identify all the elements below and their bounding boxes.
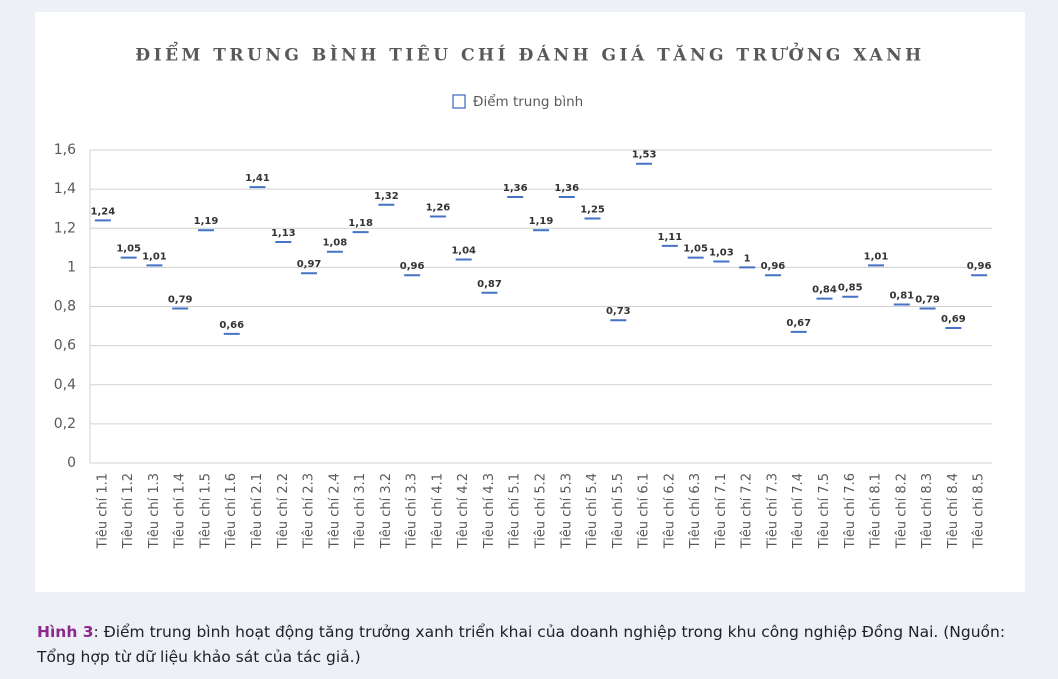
x-tick-label: Tiêu chí 8.3 [920, 473, 935, 549]
x-tick-label: Tiêu chí 3.3 [405, 473, 420, 549]
data-label: 0,67 [786, 318, 811, 329]
data-label: 1,32 [374, 191, 399, 202]
data-label: 1,53 [632, 150, 657, 161]
data-label: 0,81 [889, 291, 914, 302]
data-label: 0,97 [297, 259, 322, 270]
x-tick-label: Tiêu chí 4.1 [430, 473, 445, 549]
data-label: 1,26 [426, 203, 451, 214]
x-tick-label: Tiêu chí 7.3 [765, 473, 780, 549]
x-tick-label: Tiêu chí 8.1 [869, 473, 884, 549]
data-label: 0,87 [477, 279, 502, 290]
x-tick-label: Tiêu chí 1.1 [95, 473, 110, 549]
x-tick-label: Tiêu chí 1.2 [121, 473, 136, 549]
x-tick-label: Tiêu chí 2.1 [250, 473, 265, 549]
data-label: 0,79 [168, 294, 193, 305]
y-tick-label: 0,4 [54, 377, 76, 393]
data-label: 1,11 [658, 232, 683, 243]
data-label: 0,96 [400, 261, 425, 272]
data-label: 1,41 [245, 173, 270, 184]
x-tick-label: Tiêu chí 1.3 [147, 473, 162, 549]
x-tick-label: Tiêu chí 7.1 [714, 473, 729, 549]
data-label: 1,36 [554, 183, 579, 194]
data-label: 0,84 [812, 285, 837, 296]
data-label: 1 [744, 253, 751, 264]
chart: ĐIỂM TRUNG BÌNH TIÊU CHÍ ĐÁNH GIÁ TĂNG T… [35, 12, 1025, 592]
x-tick-label: Tiêu chí 6.3 [688, 473, 703, 549]
x-tick-label: Tiêu chí 5.4 [585, 473, 600, 549]
x-tick-label: Tiêu chí 4.2 [456, 473, 471, 549]
x-tick-label: Tiêu chí 6.1 [637, 473, 652, 549]
x-tick-label: Tiêu chí 7.4 [791, 473, 806, 549]
x-tick-label: Tiêu chí 5.5 [611, 473, 626, 549]
x-tick-label: Tiêu chí 6.2 [662, 473, 677, 549]
x-tick-label: Tiêu chí 2.2 [276, 473, 291, 549]
x-tick-label: Tiêu chí 1.6 [224, 473, 239, 549]
data-label: 1,13 [271, 228, 296, 239]
chart-title: ĐIỂM TRUNG BÌNH TIÊU CHÍ ĐÁNH GIÁ TĂNG T… [135, 41, 924, 66]
data-label: 1,01 [864, 251, 889, 262]
legend-swatch [452, 94, 466, 109]
y-tick-label: 0,2 [54, 416, 76, 432]
x-tick-label: Tiêu chí 2.3 [302, 473, 317, 549]
data-label: 1,18 [348, 218, 373, 229]
legend-label: Điểm trung bình [473, 93, 583, 110]
x-tick-label: Tiêu chí 5.2 [534, 473, 549, 549]
y-tick-label: 1,6 [54, 142, 76, 158]
caption-text: : Điểm trung bình hoạt động tăng trưởng … [37, 623, 1006, 666]
x-tick-label: Tiêu chí 2.4 [327, 473, 342, 549]
x-tick-label: Tiêu chí 1.5 [198, 473, 213, 549]
data-label: 1,19 [529, 216, 554, 227]
y-tick-label: 1,2 [54, 220, 76, 236]
data-label: 1,08 [322, 238, 347, 249]
data-label: 1,01 [142, 251, 167, 262]
data-label: 0,79 [915, 294, 940, 305]
data-label: 1,19 [194, 216, 219, 227]
x-tick-label: Tiêu chí 1.4 [173, 473, 188, 549]
data-label: 1,36 [503, 183, 528, 194]
x-tick-label: Tiêu chí 3.2 [379, 473, 394, 549]
data-label: 1,25 [580, 204, 605, 215]
y-tick-label: 0,8 [54, 299, 76, 315]
x-tick-label: Tiêu chí 3.1 [353, 473, 368, 549]
data-label: 1,05 [116, 244, 141, 255]
data-label: 0,73 [606, 306, 631, 317]
x-tick-label: Tiêu chí 8.5 [972, 473, 987, 549]
data-label: 1,05 [683, 244, 708, 255]
y-tick-label: 0 [67, 455, 76, 471]
x-tick-label: Tiêu chí 7.2 [740, 473, 755, 549]
data-label: 0,85 [838, 283, 863, 294]
x-tick-label: Tiêu chí 5.1 [508, 473, 523, 549]
data-label: 1,03 [709, 248, 734, 259]
y-tick-label: 1,4 [54, 181, 76, 197]
y-tick-label: 0,6 [54, 338, 76, 354]
x-tick-label: Tiêu chí 7.5 [817, 473, 832, 549]
y-tick-label: 1 [67, 259, 76, 275]
caption: Hình 3: Điểm trung bình hoạt động tăng t… [37, 620, 1037, 670]
chart-background [35, 12, 1025, 592]
x-tick-label: Tiêu chí 4.3 [482, 473, 497, 549]
x-tick-label: Tiêu chí 8.4 [946, 473, 961, 549]
data-label: 0,96 [761, 261, 786, 272]
x-tick-label: Tiêu chí 8.2 [894, 473, 909, 549]
x-tick-label: Tiêu chí 5.3 [559, 473, 574, 549]
data-label: 0,69 [941, 314, 966, 325]
data-label: 1,04 [451, 246, 476, 257]
caption-label: Hình 3 [37, 623, 94, 641]
x-tick-label: Tiêu chí 7.6 [843, 473, 858, 549]
data-label: 0,66 [219, 320, 244, 331]
data-label: 0,96 [967, 261, 992, 272]
data-label: 1,24 [91, 206, 116, 217]
